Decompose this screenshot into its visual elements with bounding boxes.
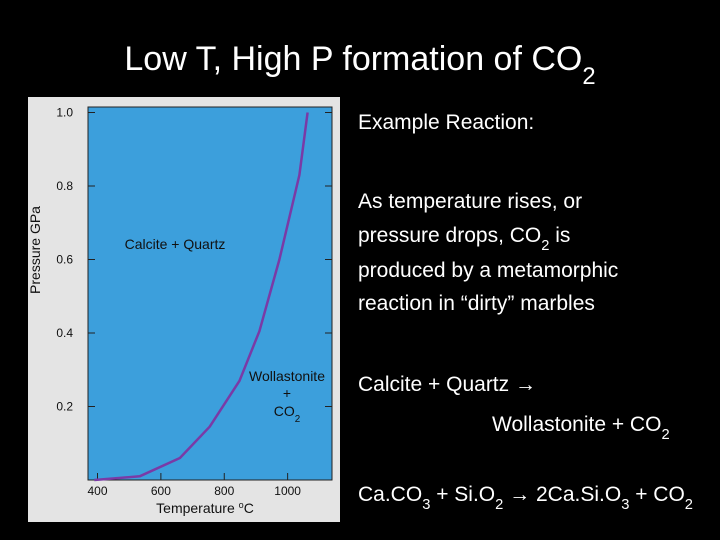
text-line: pressure drops, CO2 is — [358, 224, 570, 254]
text-line: Wollastonite + CO2 — [492, 413, 670, 443]
subscript: 2 — [495, 497, 503, 513]
text-run: is — [549, 224, 570, 247]
text-run: Temperature — [156, 500, 238, 516]
y-tick-label: 0.6 — [56, 253, 73, 267]
subscript: 2 — [541, 238, 549, 254]
y-tick-label: 0.2 — [56, 400, 73, 414]
x-tick-label: 600 — [151, 484, 171, 498]
x-axis-label: Temperature oC — [156, 500, 254, 516]
annotation: + — [283, 385, 291, 401]
text-run: produced by a metamorphic — [358, 259, 618, 282]
chart: 0.2 0.4 0.6 0.8 1.0 400 600 800 1000 Temperature … — [27, 106, 333, 516]
annotation: Calcite + Quartz — [125, 236, 226, 252]
text-run: Pressure GPa — [27, 206, 43, 294]
subscript: 2 — [295, 414, 300, 425]
subscript: 2 — [685, 497, 693, 513]
subscript: 2 — [661, 427, 669, 443]
text-line: Ca.CO3 + Si.O2 → 2Ca.Si.O3 + CO2 — [358, 483, 693, 513]
text-run: As temperature rises, or — [358, 190, 582, 213]
text-run: C — [244, 500, 254, 516]
subscript: 3 — [422, 497, 430, 513]
text-line: Calcite + Quartz → — [358, 373, 536, 396]
annotation: CO2 — [274, 403, 300, 425]
curve — [94, 112, 309, 482]
text-line: produced by a metamorphic — [358, 259, 618, 282]
y-tick-label: 0.8 — [56, 179, 73, 193]
y-tick-label: 1.0 — [56, 106, 73, 120]
text-run: → 2Ca.Si.O — [503, 483, 621, 506]
x-tick-label: 400 — [87, 484, 107, 498]
subscript: 3 — [621, 497, 629, 513]
text-run: + — [283, 385, 291, 401]
slide-title: Low T, High P formation of CO2 — [124, 40, 595, 90]
superscript: o — [239, 500, 244, 510]
text-run: pressure drops, CO — [358, 224, 541, 247]
text-run: Wollastonite + CO — [492, 413, 661, 436]
text-run: CO — [274, 403, 295, 419]
text-run: Example Reaction: — [358, 111, 534, 134]
text-run: Calcite + Quartz — [125, 236, 226, 252]
y-tick-label: 0.4 — [56, 326, 73, 340]
text-run: Ca.CO — [358, 483, 422, 506]
y-axis-label: Pressure GPa — [27, 206, 43, 294]
text-run: Calcite + Quartz → — [358, 373, 536, 396]
text-run: reaction in “dirty” marbles — [358, 292, 595, 315]
x-tick-label: 800 — [214, 484, 234, 498]
text-run: Low T, High P formation of CO — [124, 40, 582, 78]
text-line: reaction in “dirty” marbles — [358, 292, 595, 315]
subscript: 2 — [582, 63, 595, 90]
text-run: Wollastonite — [249, 368, 325, 384]
text-line: Example Reaction: — [358, 111, 534, 134]
x-tick-label: 1000 — [274, 484, 301, 498]
annotation: Wollastonite — [249, 368, 325, 384]
plot-area — [87, 106, 333, 481]
text-line: As temperature rises, or — [358, 190, 582, 213]
text-run: + CO — [629, 483, 684, 506]
text-run: + Si.O — [430, 483, 495, 506]
body-text: Example Reaction: As temperature rises, o… — [358, 111, 693, 513]
